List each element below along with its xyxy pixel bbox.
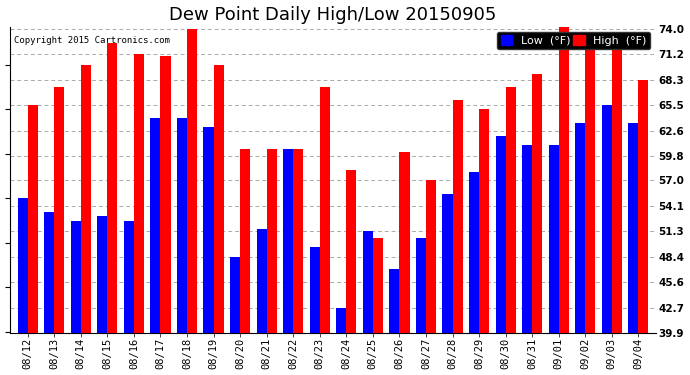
Bar: [532, 74, 542, 333]
Title: Dew Point Daily High/Low 20150905: Dew Point Daily High/Low 20150905: [169, 6, 497, 24]
Bar: [629, 123, 638, 333]
Bar: [310, 247, 319, 333]
Bar: [612, 42, 622, 333]
Bar: [389, 270, 400, 333]
Bar: [28, 105, 38, 333]
Bar: [575, 123, 585, 333]
Bar: [453, 100, 462, 333]
Bar: [230, 257, 240, 333]
Bar: [44, 211, 55, 333]
Bar: [293, 149, 304, 333]
Bar: [585, 42, 595, 333]
Bar: [134, 54, 144, 333]
Bar: [522, 145, 532, 333]
Bar: [346, 170, 357, 333]
Bar: [602, 105, 612, 333]
Bar: [373, 238, 383, 333]
Legend: Low  (°F), High  (°F): Low (°F), High (°F): [497, 32, 650, 49]
Bar: [442, 194, 453, 333]
Bar: [400, 152, 410, 333]
Bar: [559, 27, 569, 333]
Bar: [150, 118, 161, 333]
Bar: [549, 145, 559, 333]
Bar: [479, 109, 489, 333]
Text: Copyright 2015 Cartronics.com: Copyright 2015 Cartronics.com: [14, 36, 170, 45]
Bar: [124, 220, 134, 333]
Bar: [161, 56, 170, 333]
Bar: [204, 127, 213, 333]
Bar: [257, 230, 266, 333]
Bar: [506, 87, 515, 333]
Bar: [55, 87, 64, 333]
Bar: [17, 198, 28, 333]
Bar: [81, 65, 91, 333]
Bar: [213, 65, 224, 333]
Bar: [108, 42, 117, 333]
Bar: [638, 80, 649, 333]
Bar: [240, 149, 250, 333]
Bar: [416, 238, 426, 333]
Bar: [187, 29, 197, 333]
Bar: [177, 118, 187, 333]
Bar: [283, 149, 293, 333]
Bar: [495, 136, 506, 333]
Bar: [70, 220, 81, 333]
Bar: [363, 231, 373, 333]
Bar: [426, 180, 436, 333]
Bar: [469, 171, 479, 333]
Bar: [319, 87, 330, 333]
Bar: [97, 216, 108, 333]
Bar: [266, 149, 277, 333]
Bar: [336, 308, 346, 333]
